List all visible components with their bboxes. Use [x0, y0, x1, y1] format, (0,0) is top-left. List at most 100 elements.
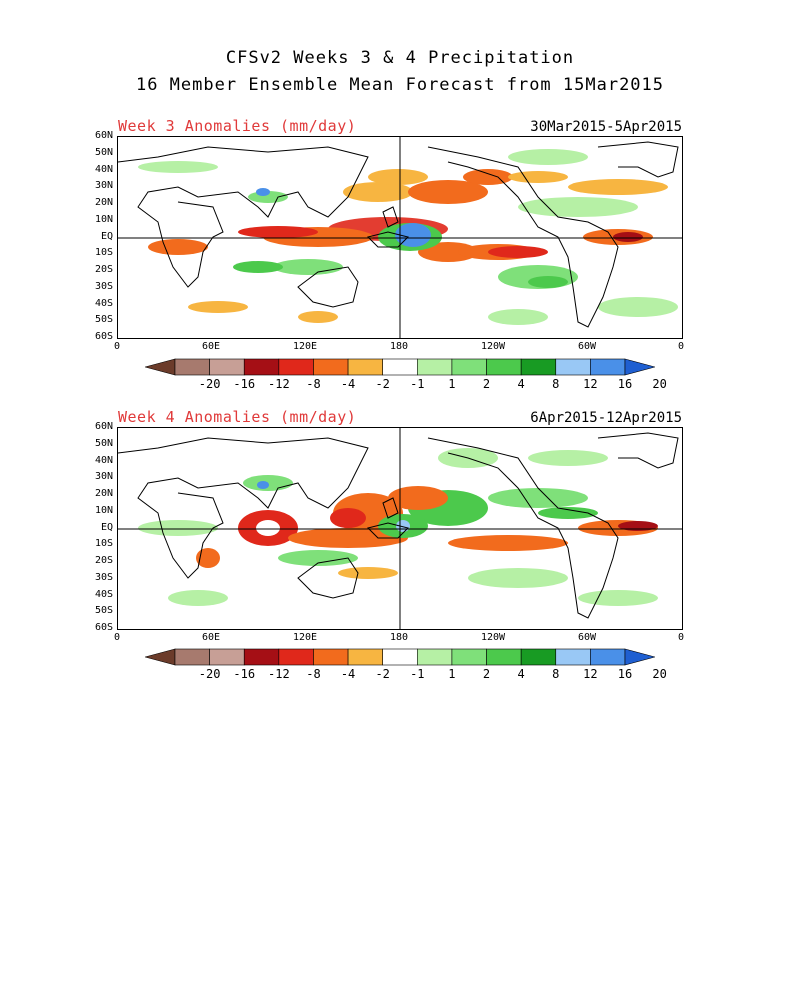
colorbar-label: 12: [583, 377, 598, 391]
colorbar-swatch: [145, 648, 176, 666]
colorbar-swatch: [347, 648, 383, 666]
lat-label: 30S: [94, 571, 113, 583]
lat-label: 20S: [94, 264, 113, 275]
lat-label: 20N: [94, 488, 113, 499]
colorbar-swatch: [520, 648, 557, 666]
colorbar-swatch: [486, 358, 522, 376]
colorbar-label: 20: [652, 377, 667, 391]
lat-label: 30S: [94, 280, 113, 292]
colorbar-swatch: [486, 648, 522, 666]
colorbar-label: -1: [410, 667, 425, 681]
precip-anomaly-field: [138, 448, 658, 606]
colorbar-swatch: [555, 358, 591, 376]
colorbar-label: -8: [306, 377, 321, 391]
colorbar-label: -8: [306, 667, 321, 681]
lat-label: 10N: [94, 213, 113, 225]
lat-label: 60N: [94, 421, 113, 432]
colorbar-swatch: [624, 648, 655, 666]
colorbar-label: -16: [233, 377, 256, 391]
lat-label: 40N: [94, 163, 113, 175]
lon-label: 60E: [201, 632, 221, 643]
lat-label: 20S: [94, 555, 113, 566]
figure-subtitle: 16 Member Ensemble Mean Forecast from 15…: [135, 75, 665, 95]
colorbar-label: -16: [233, 667, 256, 681]
lon-label: 180: [389, 341, 409, 352]
colorbar-label: -2: [375, 377, 390, 391]
colorbar-1: [145, 358, 655, 376]
colorbar-swatch: [555, 648, 591, 666]
lon-label: 120W: [480, 632, 506, 643]
lat-label: EQ: [100, 230, 113, 242]
lat-label: 10S: [94, 538, 113, 550]
colorbar-label: 4: [517, 377, 525, 391]
lon-label: 120E: [292, 632, 318, 643]
colorbar-label: 16: [617, 667, 633, 681]
lon-label: 0: [677, 341, 685, 352]
lat-label: 30N: [94, 471, 113, 483]
lat-label: 30N: [94, 180, 113, 192]
colorbar-swatch: [174, 358, 210, 376]
precip-anomaly-field: [138, 149, 678, 325]
colorbar-label: 8: [552, 667, 560, 681]
figure-title: CFSv2 Weeks 3 & 4 Precipitation: [225, 48, 575, 68]
colorbar-swatch: [451, 358, 487, 376]
lat-label: 20N: [94, 197, 113, 208]
colorbar-label: -12: [268, 667, 290, 681]
colorbar-label: -2: [375, 667, 390, 681]
colorbar-swatch: [624, 358, 655, 376]
colorbar-swatch: [145, 358, 176, 376]
panel1-dates: 30Mar2015-5Apr2015: [530, 119, 682, 135]
colorbar-label: -4: [340, 667, 356, 681]
colorbar-swatch: [590, 648, 626, 666]
colorbar-swatch: [243, 648, 280, 666]
colorbar-label: -20: [198, 667, 221, 681]
colorbar-label: -20: [198, 377, 221, 391]
lat-label: 10N: [94, 504, 113, 516]
panel2-dates: 6Apr2015-12Apr2015: [530, 410, 682, 426]
colorbar-label: 16: [617, 377, 633, 391]
colorbar-swatch: [520, 358, 557, 376]
lon-label: 60E: [201, 341, 221, 352]
colorbar-label: 1: [448, 667, 456, 681]
colorbar-label: 8: [552, 377, 560, 391]
lat-label: 50S: [94, 605, 113, 617]
colorbar-label: 1: [448, 377, 456, 391]
colorbar-label: 2: [482, 377, 491, 391]
colorbar-swatch: [278, 648, 314, 666]
lat-label: EQ: [100, 521, 113, 533]
colorbar-label: 20: [652, 667, 667, 681]
lat-label: 60S: [94, 622, 113, 633]
colorbar-label: 2: [482, 667, 491, 681]
lon-label: 0: [677, 632, 685, 643]
lat-label: 60S: [94, 331, 113, 342]
lon-label: 60W: [577, 632, 597, 643]
colorbar-swatch: [313, 648, 349, 666]
panel2-title: Week 4 Anomalies (mm/day): [118, 408, 357, 426]
lon-label: 120E: [292, 341, 318, 352]
lon-label: 0: [113, 632, 121, 643]
colorbar-label: 12: [583, 667, 598, 681]
lat-label: 50S: [94, 314, 113, 326]
colorbar-2: [145, 648, 655, 666]
lon-label: 180: [389, 632, 409, 643]
colorbar-swatch: [278, 358, 314, 376]
colorbar-swatch: [209, 648, 245, 666]
coastlines: [118, 432, 679, 619]
lat-label: 60N: [94, 130, 113, 141]
lon-label: 0: [113, 341, 121, 352]
colorbar-label: -4: [340, 377, 356, 391]
colorbar-swatch: [590, 358, 626, 376]
lat-label: 40N: [94, 454, 113, 466]
panel2-map: [117, 427, 683, 630]
colorbar-swatch: [417, 648, 453, 666]
lat-label: 40S: [94, 297, 113, 309]
colorbar-label: 4: [517, 667, 525, 681]
colorbar-swatch: [451, 648, 487, 666]
colorbar-label: -12: [268, 377, 290, 391]
colorbar-swatch: [313, 358, 349, 376]
colorbar-swatch: [382, 358, 418, 376]
colorbar-swatch: [417, 358, 453, 376]
colorbar-swatch: [347, 358, 383, 376]
colorbar-swatch: [382, 648, 418, 666]
lon-label: 60W: [577, 341, 597, 352]
